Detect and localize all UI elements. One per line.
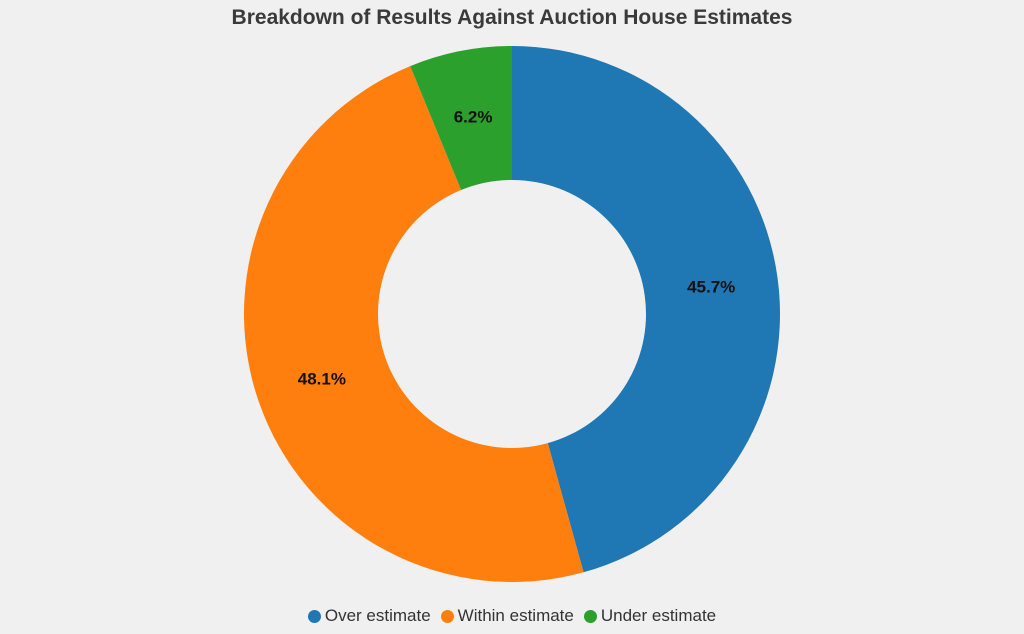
chart-title: Breakdown of Results Against Auction Hou… bbox=[231, 6, 793, 29]
donut-chart: 45.7% 48.1% 6.2% bbox=[244, 46, 780, 582]
legend: Over estimate Within estimate Under estima… bbox=[0, 606, 1024, 626]
legend-swatch-icon bbox=[583, 609, 597, 623]
slice-label-over-estimate: 45.7% bbox=[687, 277, 735, 296]
slice-label-under-estimate: 6.2% bbox=[454, 107, 493, 126]
donut-slices bbox=[244, 46, 780, 582]
slice-over-estimate bbox=[512, 46, 780, 573]
slice-under-estimate bbox=[410, 46, 512, 191]
slice-within-estimate bbox=[244, 66, 584, 582]
legend-item-over-estimate[interactable]: Over estimate bbox=[307, 606, 431, 626]
legend-label: Under estimate bbox=[600, 606, 717, 625]
legend-swatch-icon bbox=[440, 609, 454, 623]
slice-label-within-estimate: 48.1% bbox=[298, 370, 346, 389]
legend-swatch-icon bbox=[307, 609, 321, 623]
legend-label: Within estimate bbox=[457, 606, 574, 625]
legend-label: Over estimate bbox=[324, 606, 431, 625]
donut-slice-labels: 45.7% 48.1% 6.2% bbox=[298, 107, 736, 388]
legend-item-under-estimate[interactable]: Under estimate bbox=[583, 606, 717, 626]
legend-item-within-estimate[interactable]: Within estimate bbox=[440, 606, 574, 626]
